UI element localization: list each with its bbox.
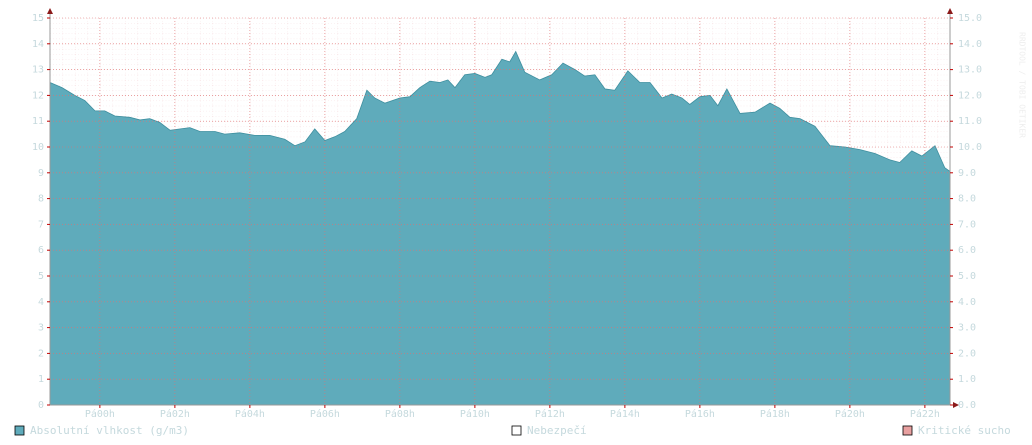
watermark: RRDTOOL / TOBI OETIKER: [1018, 32, 1027, 138]
x-tick-label: Pá02h: [160, 408, 190, 420]
legend-swatch: [902, 425, 913, 436]
y2-tick-label: 10.0: [958, 142, 982, 153]
y-tick-label: 1: [38, 374, 44, 385]
legend-swatch: [14, 425, 25, 436]
y-tick-label: 12: [32, 90, 44, 101]
legend-label: Nebezpečí: [527, 424, 587, 437]
y2-tick-label: 1.0: [958, 374, 976, 385]
y2-tick-label: 0.0: [958, 400, 976, 411]
y2-tick-label: 4.0: [958, 297, 976, 308]
y-tick-label: 10: [32, 142, 44, 153]
y2-tick-label: 3.0: [958, 323, 976, 334]
x-tick-label: Pá18h: [760, 408, 790, 420]
y-tick-label: 6: [38, 245, 44, 256]
legend-label: Absolutní vlhkost (g/m3): [30, 424, 189, 437]
x-tick-label: Pá14h: [610, 408, 640, 420]
x-tick-label: Pá06h: [310, 408, 340, 420]
y-tick-label: 9: [38, 168, 44, 179]
y2-tick-label: 6.0: [958, 245, 976, 256]
arrow: [953, 402, 959, 408]
y2-tick-label: 8.0: [958, 194, 976, 205]
y2-tick-label: 13.0: [958, 65, 982, 76]
y-tick-label: 11: [32, 116, 44, 127]
y2-tick-label: 15.0: [958, 13, 982, 24]
x-tick-label: Pá08h: [385, 408, 415, 420]
legend-swatch: [511, 425, 522, 436]
y-tick-label: 5: [38, 271, 44, 282]
y-tick-label: 15: [32, 13, 44, 24]
arrow: [47, 8, 53, 14]
x-tick-label: Pá04h: [235, 408, 265, 420]
y-tick-label: 8: [38, 194, 44, 205]
y-tick-label: 13: [32, 65, 44, 76]
y2-tick-label: 14.0: [958, 39, 982, 50]
y-tick-label: 3: [38, 323, 44, 334]
legend-label: Kritické sucho: [918, 424, 1011, 437]
y2-tick-label: 7.0: [958, 219, 976, 230]
x-tick-label: Pá10h: [460, 408, 490, 420]
y-tick-label: 7: [38, 219, 44, 230]
x-tick-label: Pá20h: [835, 408, 865, 420]
y2-tick-label: 9.0: [958, 168, 976, 179]
y-tick-label: 2: [38, 348, 44, 359]
y2-tick-label: 12.0: [958, 90, 982, 101]
arrow: [947, 8, 953, 14]
x-tick-label: Pá22h: [910, 408, 940, 420]
x-tick-label: Pá16h: [685, 408, 715, 420]
y2-tick-label: 2.0: [958, 348, 976, 359]
x-tick-label: Pá12h: [535, 408, 565, 420]
y-tick-label: 4: [38, 297, 44, 308]
x-tick-label: Pá00h: [85, 408, 115, 420]
area: [49, 50, 951, 406]
y2-tick-label: 11.0: [958, 116, 982, 127]
y-tick-label: 0: [38, 400, 44, 411]
y-tick-label: 14: [32, 39, 44, 50]
y2-tick-label: 5.0: [958, 271, 976, 282]
